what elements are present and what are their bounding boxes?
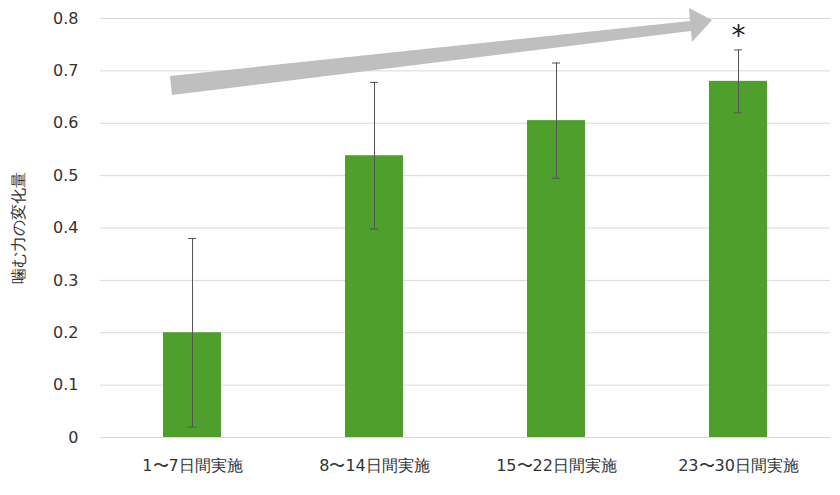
svg-text:0.1: 0.1 xyxy=(53,375,78,394)
svg-text:15〜22日間実施: 15〜22日間実施 xyxy=(496,456,617,475)
svg-text:0.7: 0.7 xyxy=(53,61,78,80)
svg-text:0.8: 0.8 xyxy=(53,9,78,28)
svg-text:0: 0 xyxy=(68,428,78,447)
svg-text:噛む力の変化量: 噛む力の変化量 xyxy=(9,172,28,284)
svg-text:0.4: 0.4 xyxy=(53,218,78,237)
svg-text:0.5: 0.5 xyxy=(53,166,78,185)
svg-text:0.3: 0.3 xyxy=(53,270,78,289)
svg-text:*: * xyxy=(732,19,746,52)
svg-text:23〜30日間実施: 23〜30日間実施 xyxy=(678,456,799,475)
svg-text:0.2: 0.2 xyxy=(53,323,78,342)
svg-text:1〜7日間実施: 1〜7日間実施 xyxy=(142,456,242,475)
svg-text:0.6: 0.6 xyxy=(53,113,78,132)
svg-text:8〜14日間実施: 8〜14日間実施 xyxy=(319,456,430,475)
